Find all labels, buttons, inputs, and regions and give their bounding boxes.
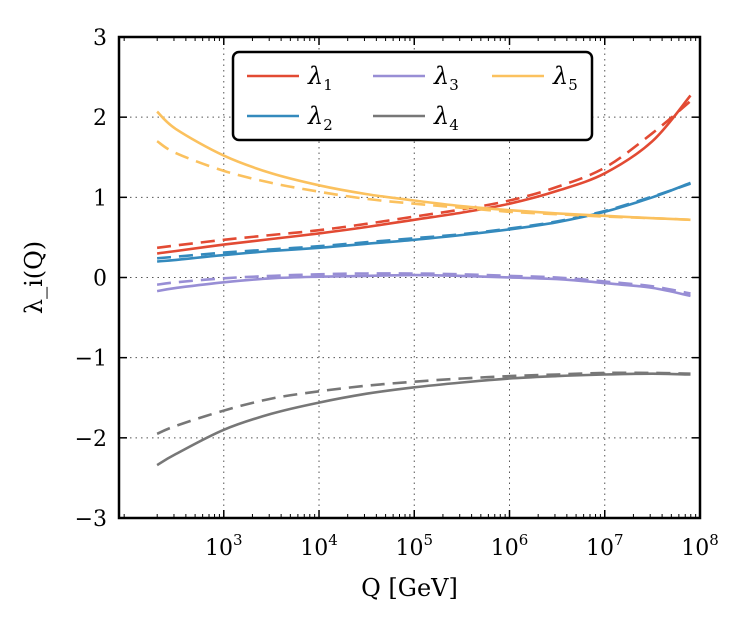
y-axis-label: λ_i(Q) xyxy=(20,241,48,314)
x-tick-label: 103 xyxy=(205,531,243,561)
y-tick-label: −3 xyxy=(75,507,107,532)
y-tick-label: −2 xyxy=(75,427,107,452)
legend-label: λ2 xyxy=(307,102,333,134)
y-tick-label: 1 xyxy=(93,186,107,211)
series-line-lambda3 xyxy=(156,273,691,298)
y-tick-label: 2 xyxy=(93,106,107,131)
x-tick-label: 105 xyxy=(395,531,433,561)
series-line-lambda4-dashed xyxy=(156,371,691,436)
y-tick-label: 3 xyxy=(93,26,107,51)
y-tick-label: 0 xyxy=(93,267,107,292)
series-line-lambda2-dashed xyxy=(156,182,691,260)
series-line-lambda1-dashed xyxy=(156,100,692,250)
legend-label: λ3 xyxy=(433,62,459,94)
series-line-lambda3-dashed xyxy=(156,272,691,295)
legend-box xyxy=(231,50,594,142)
x-axis-label: Q [GeV] xyxy=(361,574,458,602)
series-line-lambda2 xyxy=(156,181,691,263)
x-tick-label: 108 xyxy=(681,531,719,561)
series-line-lambda4 xyxy=(156,372,691,467)
legend: λ1 λ2 λ3 λ4 λ5 xyxy=(231,50,594,142)
x-tick-label: 104 xyxy=(300,531,338,561)
legend-label: λ1 xyxy=(307,62,333,94)
axis-ticks: 103 104 105 106 107 108 −3 −2 −1 0 1 2 3 xyxy=(75,26,719,561)
legend-label: λ4 xyxy=(433,102,459,134)
legend-label: λ5 xyxy=(552,62,578,94)
axis-labels: Q [GeV] λ_i(Q) xyxy=(20,241,458,602)
x-tick-label: 106 xyxy=(491,531,529,561)
grid-lines xyxy=(119,37,701,518)
y-tick-label: −1 xyxy=(75,347,107,372)
x-tick-label: 107 xyxy=(586,531,624,561)
series-line-lambda5 xyxy=(156,110,691,222)
series-line-lambda1 xyxy=(156,94,692,255)
series-line-lambda5-dashed xyxy=(156,140,691,222)
series-lines xyxy=(156,94,692,467)
